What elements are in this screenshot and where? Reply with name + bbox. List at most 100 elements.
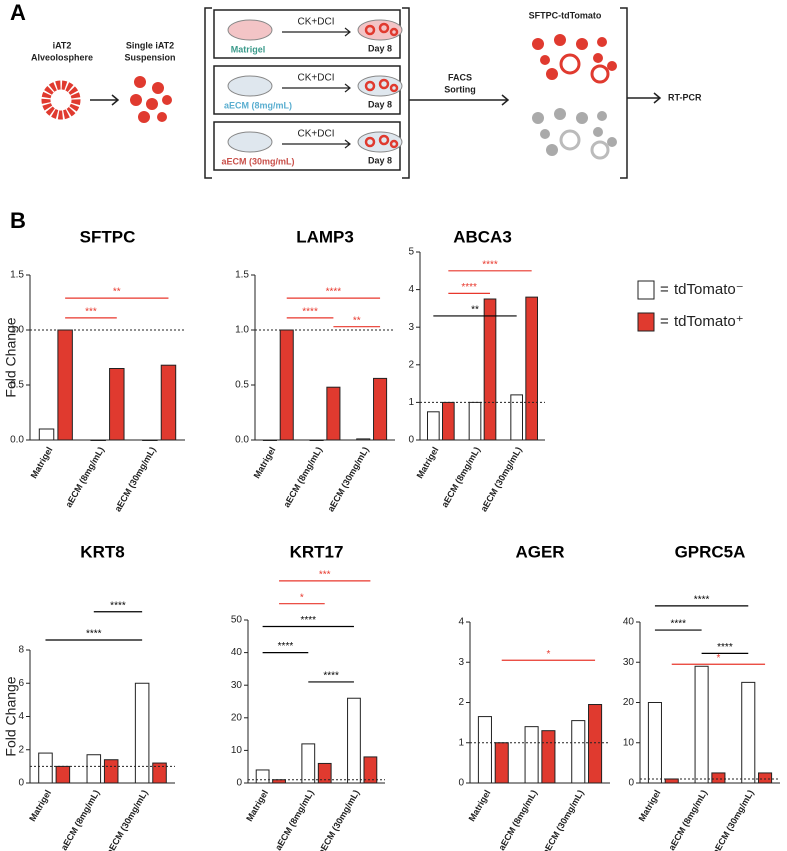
x-tick-label: aECM (8mg/mL): [59, 788, 102, 851]
y-tick-label: 3: [458, 657, 464, 668]
legend-swatch: [637, 312, 655, 332]
bracket: [204, 7, 212, 179]
y-tick-label: 0: [18, 778, 24, 789]
significance-label: ****: [694, 595, 710, 606]
chart-title: KRT17: [290, 542, 344, 561]
x-tick-label: Matrigel: [637, 788, 663, 823]
treatment: CK+DCI: [298, 129, 335, 140]
y-tick-label: 5: [408, 247, 414, 258]
significance-label: *: [716, 653, 720, 664]
bar: [255, 769, 270, 784]
y-tick-label: 4: [18, 711, 24, 722]
source-label: Alveolosphere: [31, 52, 93, 62]
y-tick-label: 0: [236, 778, 242, 789]
bar: [90, 439, 106, 441]
x-tick-label: aECM (8mg/mL): [439, 445, 482, 509]
x-tick-label: aECM (30mg/mL): [326, 445, 371, 513]
y-tick-label: 1.5: [10, 270, 24, 281]
sorting-label: FACS: [448, 72, 472, 82]
legend-prefix: =: [660, 313, 669, 330]
bar: [694, 665, 709, 784]
bar: [326, 386, 341, 441]
bar: [279, 329, 294, 441]
y-tick-label: 2: [408, 359, 414, 370]
bar: [363, 756, 378, 784]
significance-label: ****: [278, 641, 294, 652]
significance-label: ****: [300, 615, 316, 626]
y-tick-label: 10: [231, 745, 243, 756]
y-axis-label: Fold Change: [3, 317, 19, 397]
significance-label: ****: [461, 282, 477, 293]
significance-label: ****: [302, 307, 318, 318]
y-tick-label: 0: [628, 778, 634, 789]
suspension-label: Suspension: [124, 52, 175, 62]
arrow: [409, 94, 510, 106]
bar: [524, 726, 539, 784]
y-tick-label: 20: [623, 697, 635, 708]
x-tick-label: Matrigel: [27, 788, 53, 823]
condition-label: aECM (8mg/mL): [224, 100, 292, 110]
bar: [86, 754, 102, 784]
y-axis-label: Fold Change: [3, 676, 19, 756]
x-tick-label: Matrigel: [244, 788, 270, 823]
legend-swatch: [637, 280, 655, 300]
bar: [525, 296, 538, 441]
bar: [142, 439, 158, 441]
alveolosphere: [41, 80, 81, 120]
y-tick-label: 10: [623, 737, 635, 748]
chart-title: SFTPC: [80, 227, 136, 246]
y-tick-label: 40: [623, 617, 635, 628]
significance-label: ****: [670, 619, 686, 630]
y-tick-label: 0: [458, 778, 464, 789]
y-tick-label: 0.0: [10, 435, 24, 446]
bar: [152, 762, 167, 784]
legend-label: tdTomato⁺: [674, 313, 744, 330]
x-tick-label: aECM (30mg/mL): [541, 788, 586, 851]
bar: [160, 364, 177, 441]
y-tick-label: 6: [18, 678, 24, 689]
panel-letter: A: [10, 0, 26, 25]
x-tick-label: aECM (30mg/mL): [711, 788, 756, 851]
y-tick-label: 2: [458, 697, 464, 708]
y-tick-label: 8: [18, 645, 24, 656]
x-tick-label: aECM (30mg/mL): [105, 788, 150, 851]
arrow: [90, 94, 120, 106]
bar: [55, 765, 71, 784]
significance-label: ****: [86, 629, 102, 640]
bar: [262, 439, 277, 441]
bar: [442, 401, 455, 441]
x-tick-label: aECM (30mg/mL): [316, 788, 361, 851]
legend-prefix: =: [660, 281, 669, 298]
condition-label: aECM (30mg/mL): [221, 156, 294, 166]
y-tick-label: 1.0: [235, 325, 249, 336]
y-tick-label: 1.5: [235, 270, 249, 281]
bar: [494, 742, 509, 784]
bar: [647, 702, 662, 784]
bar: [272, 779, 286, 784]
bracket: [402, 7, 410, 179]
x-tick-label: Matrigel: [467, 788, 493, 823]
panel-letter: B: [10, 208, 26, 233]
bar: [57, 329, 73, 441]
significance-label: **: [353, 315, 361, 326]
y-tick-label: 1: [458, 737, 464, 748]
sorted-cells: [532, 34, 617, 160]
chart-title: AGER: [515, 542, 564, 561]
y-tick-label: 4: [408, 284, 414, 295]
y-tick-label: 4: [458, 617, 464, 628]
y-tick-label: 20: [231, 712, 243, 723]
x-tick-label: aECM (30mg/mL): [113, 445, 158, 513]
y-tick-label: 1: [408, 397, 414, 408]
day: Day 8: [368, 99, 392, 109]
significance-label: ****: [482, 259, 498, 270]
condition-label: Matrigel: [231, 44, 266, 54]
significance-label: ****: [326, 287, 342, 298]
significance-label: ***: [85, 307, 97, 318]
significance-label: *: [300, 592, 304, 603]
significance-label: ****: [717, 642, 733, 653]
bar: [103, 759, 119, 784]
bar: [571, 720, 586, 784]
bar: [588, 704, 603, 784]
y-tick-label: 1.0: [10, 325, 24, 336]
y-tick-label: 30: [623, 657, 635, 668]
